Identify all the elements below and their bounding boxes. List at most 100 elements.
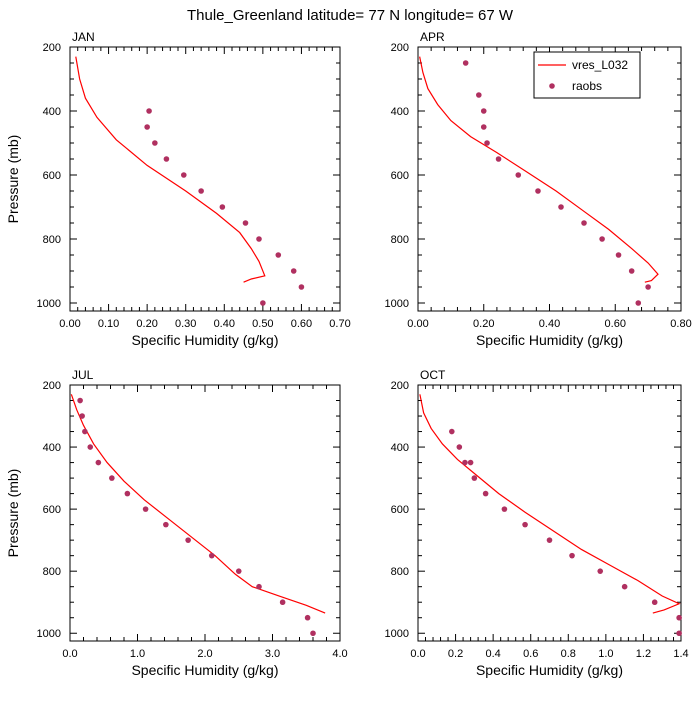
obs-point [476,92,482,98]
legend-model-label: vres_L032 [572,58,628,72]
obs-point [599,236,605,242]
y-tick-label: 1000 [37,628,61,640]
obs-point [482,490,489,497]
obs-point [515,172,522,178]
obs-point [87,444,94,450]
obs-point [163,156,170,162]
plot-frame [69,46,341,312]
x-tick-label: 0.0 [410,648,425,660]
obs-point [615,252,622,258]
obs-point [298,284,305,290]
obs-point [635,300,642,306]
figure-title: Thule_Greenland latitude= 77 N longitude… [187,7,514,24]
obs-point [484,140,490,146]
panel-label: JAN [72,30,95,44]
obs-point [180,172,187,178]
x-tick-label: 4.0 [332,648,347,660]
x-axis-label: Specific Humidity (g/kg) [476,332,623,348]
obs-point [676,614,682,621]
obs-point [208,552,215,559]
panel-label: JUL [72,368,94,382]
panel-apr: 0.00 0.20 0.40 0.60 0.80 200 400 600 800 1000 APR S… [385,30,692,348]
obs-point [260,300,266,306]
obs-point [449,428,455,435]
panel-oct: 0.0 0.2 0.4 0.6 0.8 1.0 1.2 1.4 200 400 600 800 1000… [385,368,689,678]
panel-label: APR [420,30,445,44]
y-tick-label: 1000 [385,628,409,640]
x-tick-label: 1.0 [130,648,145,660]
obs-point [185,537,191,543]
y-tick-label: 600 [391,170,409,182]
x-tick-label: 0.00 [59,318,80,330]
y-tick-label: 800 [43,566,61,578]
obs-point [456,444,463,450]
y-tick-label: 200 [43,42,61,54]
x-tick-label: 0.40 [214,318,235,330]
obs-point [235,568,242,574]
panel-label: OCT [420,368,446,382]
y-tick-label: 200 [43,380,61,392]
y-tick-label: 400 [391,106,409,118]
obs-point [275,252,282,258]
obs-point [628,268,635,274]
legend-obs-label: raobs [572,79,602,93]
panel-jul: 0.0 1.0 2.0 3.0 4.0 200 400 600 800 1000 JUL Specif… [5,368,348,678]
y-tick-label: 600 [391,504,409,516]
x-tick-label: 0.2 [448,648,463,660]
x-tick-label: 1.4 [673,648,688,660]
obs-point [95,459,102,466]
x-axis-label: Specific Humidity (g/kg) [131,662,278,678]
x-tick-label: 0.00 [407,318,428,330]
obs-point [501,506,508,512]
obs-point [146,108,152,114]
obs-point [471,475,478,481]
obs-point [522,521,528,528]
obs-point [462,459,468,466]
obs-point [142,506,149,512]
model-series-line [419,56,659,283]
x-tick-label: 3.0 [265,648,280,660]
obs-point [109,475,115,481]
obs-point [77,397,83,404]
obs-point [480,108,487,114]
obs-point [82,428,88,435]
y-tick-label: 800 [391,566,409,578]
y-tick-label: 400 [391,442,409,454]
x-tick-label: 0.8 [561,648,576,660]
x-tick-label: 0.4 [485,648,500,660]
obs-point [569,552,575,559]
y-tick-label: 400 [43,442,61,454]
obs-point [144,124,150,130]
x-axis-label: Specific Humidity (g/kg) [476,662,623,678]
obs-point [198,188,204,194]
x-tick-label: 0.0 [62,648,77,660]
y-tick-label: 800 [43,234,61,246]
y-tick-label: 600 [43,170,61,182]
x-tick-label: 0.20 [473,318,494,330]
x-tick-label: 0.80 [670,318,691,330]
x-tick-label: 0.20 [136,318,157,330]
y-tick-label: 200 [391,380,409,392]
obs-point [256,583,262,590]
y-axis-label: Pressure (mb) [5,469,21,558]
y-tick-label: 600 [43,504,61,516]
x-tick-label: 2.0 [197,648,212,660]
obs-point [279,599,286,606]
obs-point [495,156,502,162]
x-tick-label: 1.2 [636,648,651,660]
y-tick-label: 1000 [385,298,409,310]
obs-point [546,537,553,543]
obs-point [535,188,541,194]
x-tick-label: 0.50 [252,318,273,330]
x-tick-label: 0.60 [291,318,312,330]
x-tick-label: 1.0 [598,648,613,660]
obs-point [581,220,587,226]
obs-point [310,630,316,637]
obs-point [558,204,564,210]
obs-point [645,284,651,290]
y-tick-label: 400 [43,106,61,118]
obs-point [304,614,311,621]
x-tick-label: 0.10 [98,318,119,330]
y-tick-label: 800 [391,234,409,246]
